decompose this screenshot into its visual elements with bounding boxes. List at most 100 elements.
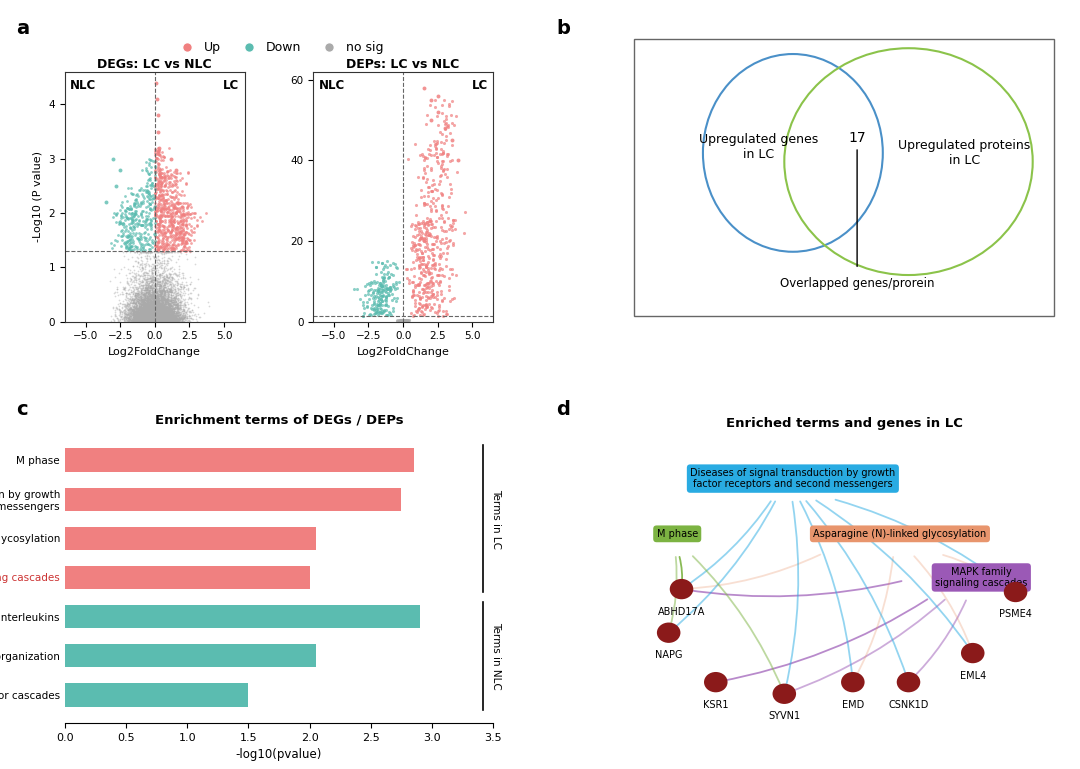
Point: [150, 246, 167, 258]
Point: [139, 312, 157, 325]
Point: [153, 314, 171, 326]
Point: [144, 311, 161, 323]
Point: [153, 295, 171, 307]
Point: [402, 263, 419, 275]
Point: [150, 305, 167, 317]
Point: [152, 314, 170, 326]
Point: [163, 296, 180, 308]
Point: [144, 304, 161, 316]
Point: [148, 308, 165, 321]
Point: [153, 293, 171, 305]
Point: [138, 273, 156, 285]
Point: [153, 313, 171, 325]
Point: [141, 298, 159, 311]
Point: [163, 213, 180, 225]
Point: [141, 291, 159, 304]
Point: [366, 307, 383, 319]
Point: [122, 221, 139, 233]
Point: [151, 309, 168, 321]
Point: [164, 312, 181, 325]
Point: [133, 291, 150, 303]
Point: [121, 299, 138, 311]
Point: [140, 301, 158, 313]
Point: [131, 310, 148, 322]
Point: [148, 262, 165, 275]
Point: [149, 314, 166, 326]
Point: [386, 281, 403, 293]
Point: [153, 304, 171, 316]
Point: [143, 310, 160, 322]
Point: [152, 303, 170, 315]
Point: [141, 302, 159, 315]
Point: [146, 296, 163, 308]
Point: [416, 298, 433, 311]
Point: [120, 288, 137, 301]
Point: [149, 308, 166, 320]
Point: [150, 168, 167, 180]
Point: [150, 300, 167, 312]
Point: [150, 310, 167, 322]
Point: [126, 314, 144, 326]
Point: [141, 304, 159, 316]
Point: [139, 308, 157, 320]
Point: [446, 214, 463, 226]
Point: [120, 291, 137, 304]
Point: [141, 302, 159, 315]
Point: [140, 315, 158, 327]
Point: [132, 268, 149, 281]
Point: [174, 210, 191, 222]
Point: [146, 298, 163, 310]
Point: [143, 280, 160, 292]
Point: [153, 294, 171, 306]
Point: [137, 238, 154, 250]
Point: [108, 208, 125, 220]
Point: [147, 291, 164, 303]
Point: [140, 310, 158, 322]
Point: [146, 314, 163, 326]
Point: [161, 290, 178, 302]
Point: [150, 218, 167, 231]
Point: [170, 313, 187, 325]
Point: [132, 302, 149, 315]
Point: [410, 296, 428, 308]
Point: [147, 314, 164, 326]
Point: [166, 312, 184, 325]
Point: [154, 315, 172, 327]
Point: [160, 308, 177, 321]
Point: [151, 305, 168, 317]
Point: [147, 305, 164, 317]
Point: [141, 305, 159, 317]
Point: [154, 271, 172, 283]
Point: [138, 314, 156, 326]
Point: [132, 312, 149, 325]
Point: [139, 306, 157, 318]
Point: [127, 201, 145, 213]
Point: [122, 305, 139, 318]
Point: [160, 303, 177, 315]
Point: [149, 308, 166, 321]
Point: [148, 312, 165, 325]
Point: [132, 246, 149, 258]
Point: [135, 288, 152, 300]
Point: [139, 296, 157, 308]
Point: [137, 300, 154, 312]
Point: [144, 306, 161, 318]
Point: [141, 301, 159, 313]
Point: [160, 301, 177, 314]
Point: [403, 218, 420, 230]
Point: [136, 308, 153, 320]
Point: [143, 271, 160, 284]
Point: [150, 284, 167, 296]
Point: [405, 269, 422, 281]
Point: [157, 301, 174, 313]
Point: [150, 301, 167, 314]
Point: [143, 291, 160, 304]
Point: [137, 293, 154, 305]
Point: [151, 215, 168, 227]
Point: [134, 304, 151, 316]
Point: [147, 305, 164, 318]
Point: [156, 305, 173, 318]
Point: [144, 305, 161, 318]
Point: [176, 308, 193, 321]
Point: [123, 305, 140, 317]
